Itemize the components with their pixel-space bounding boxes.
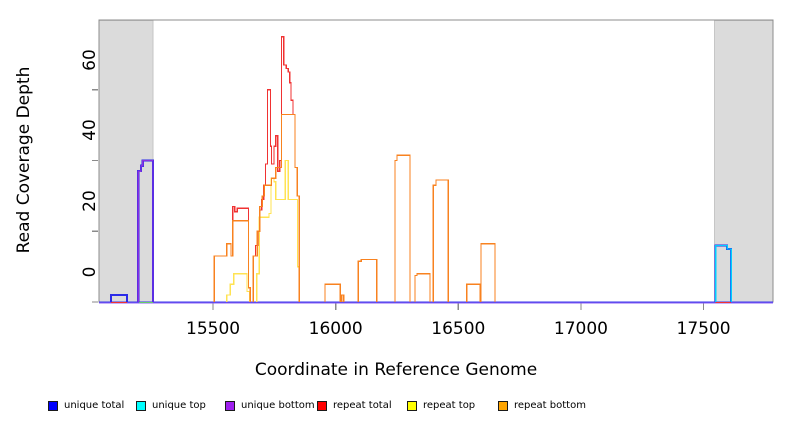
series-unique-top — [714, 244, 732, 302]
y-tick-label: 20 — [80, 190, 100, 213]
legend-label: unique total — [64, 400, 125, 411]
x-tick-label: 16000 — [308, 319, 363, 339]
legend-swatch-icon — [498, 400, 508, 411]
legend-label: repeat top — [423, 400, 476, 411]
legend-item-repeat-bottom: repeat bottom — [498, 400, 586, 411]
series-unique-total — [109, 159, 733, 302]
series-unique-bottom — [137, 159, 154, 302]
y-tick-label: 60 — [80, 48, 100, 71]
legend-swatch-icon — [407, 400, 417, 411]
y-tick-label: 40 — [80, 119, 100, 142]
x-tick-label: 17000 — [553, 319, 608, 339]
legend-swatch-icon — [136, 400, 146, 411]
series-repeat-bottom — [213, 113, 496, 302]
legend-item-repeat-total: repeat total — [317, 400, 392, 411]
legend: unique total unique top unique bottom repea… — [0, 400, 792, 420]
legend-swatch-icon — [48, 400, 58, 411]
legend-label: repeat bottom — [514, 400, 586, 411]
plot-frame — [98, 19, 774, 303]
legend-item-unique-bottom: unique bottom — [225, 400, 315, 411]
legend-label: unique bottom — [241, 400, 315, 411]
legend-label: unique top — [152, 400, 206, 411]
right-gray-region — [714, 20, 774, 303]
series-repeat-top — [226, 159, 300, 302]
legend-swatch-icon — [225, 400, 235, 411]
legend-label: repeat total — [333, 400, 392, 411]
y-tick-label: 0 — [80, 266, 100, 278]
legend-swatch-icon — [317, 400, 327, 411]
x-tick-label: 16500 — [431, 319, 486, 339]
legend-item-repeat-top: repeat top — [407, 400, 475, 411]
series-repeat-total — [213, 35, 496, 302]
legend-item-unique-total: unique total — [48, 400, 124, 411]
legend-item-unique-top: unique top — [136, 400, 206, 411]
x-tick-label: 15500 — [186, 319, 241, 339]
y-axis-title: Read Coverage Depth — [14, 66, 34, 254]
x-tick-label: 17500 — [676, 319, 731, 339]
x-axis-title: Coordinate in Reference Genome — [254, 360, 538, 380]
